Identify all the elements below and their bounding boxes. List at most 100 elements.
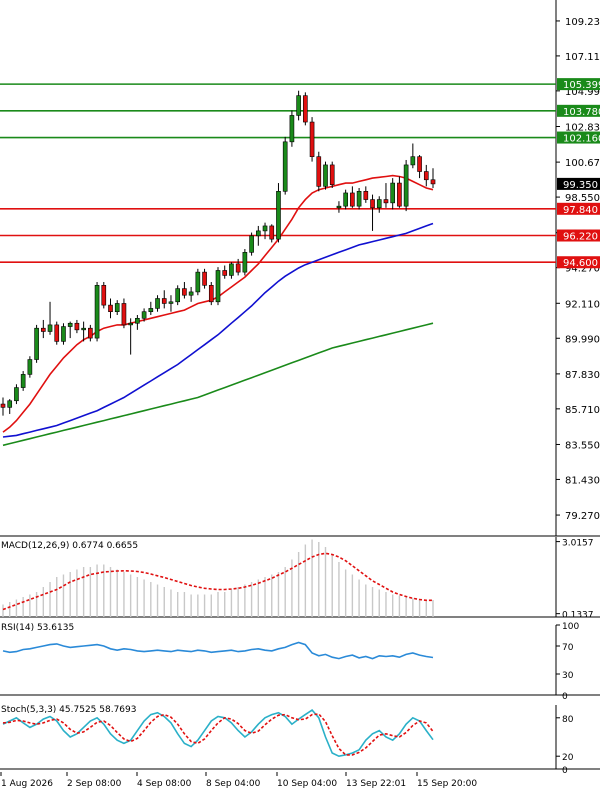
price-y-tick-label: 109.230 [565, 17, 600, 28]
candle-body [350, 192, 355, 207]
candle-body [430, 179, 436, 185]
level-label: 96.220 [563, 232, 598, 243]
price-y-tick-label: 94.270 [565, 264, 600, 275]
price-y-tick-label: 81.430 [565, 475, 600, 486]
candle-body [61, 326, 66, 342]
ma-green-line [2, 322, 434, 447]
candle-body [255, 230, 261, 237]
candle-body [208, 285, 214, 303]
candle-body [148, 308, 154, 313]
rsi-panel: RSI(14) 53.6135 100 70 30 0 [0, 622, 600, 702]
stoch-panel: Stoch(5,3,3) 45.7525 58.7693 80 20 0 [0, 705, 600, 776]
candle-body [242, 252, 248, 273]
x-tick-label: 8 Sep 04:00 [206, 779, 261, 789]
candle-body [356, 191, 362, 207]
x-tick-label: 15 Sep 20:00 [417, 779, 477, 789]
x-axis: 1 Aug 2026 2 Sep 08:00 4 Sep 08:00 8 Sep 04… [0, 772, 477, 789]
level-label: 103.780 [563, 107, 600, 118]
level-label-box [557, 131, 600, 144]
stoch-k-line [2, 709, 434, 758]
price-y-tick-label: 98.550 [565, 193, 600, 204]
candle-body [7, 400, 13, 408]
candle-body [269, 225, 275, 240]
x-tick-label: 13 Sep 22:01 [346, 779, 406, 789]
candle-body [329, 164, 335, 186]
candle-body [289, 115, 295, 143]
candle-body [47, 324, 53, 332]
candle-body [195, 271, 201, 293]
stoch-y-tick-label: 0 [562, 766, 568, 776]
candle-body [370, 199, 375, 209]
macd-panel: MACD(12,26,9) 0.6774 0.6655 3.0157 0.1337 [0, 537, 600, 621]
macd-y-tick-label: 3.0157 [562, 539, 594, 549]
price-y-tick-label: 89.990 [565, 334, 600, 345]
price-y-tick-label: 83.550 [565, 440, 600, 451]
price-y-tick-label: 79.270 [565, 511, 600, 522]
candle-body [108, 304, 113, 313]
rsi-y-tick-label: 70 [562, 643, 574, 653]
stoch-label: Stoch(5,3,3) 45.7525 58.7693 [1, 705, 136, 715]
candle-body [141, 311, 147, 319]
price-panel: 109.230 107.110 104.990 102.830 100.670 98.55… [0, 0, 600, 537]
ma-blue-line [2, 222, 434, 438]
rsi-y-tick-label: 100 [562, 622, 579, 632]
candle-body [363, 191, 369, 200]
stoch-d-line [2, 713, 434, 756]
candle-body [155, 298, 160, 309]
candle-body [403, 164, 409, 207]
macd-y-tick-label: 0.1337 [562, 611, 594, 621]
candle-body [188, 291, 194, 296]
candle-body [88, 327, 93, 339]
candle-body [222, 270, 228, 276]
rsi-y-tick-label: 30 [562, 671, 574, 681]
x-tick-label: 10 Sep 04:00 [277, 779, 337, 789]
candle-body [135, 318, 140, 324]
candle-body [229, 263, 234, 276]
candle-body [215, 270, 221, 303]
level-label: 94.600 [563, 258, 598, 269]
candle-body [40, 327, 46, 332]
current-price-box [557, 177, 600, 190]
candle-body [376, 199, 382, 209]
candle-body [336, 205, 342, 209]
candle-body [262, 225, 268, 232]
candle-body [303, 95, 308, 123]
rsi-line [2, 641, 434, 660]
candle-body [34, 327, 39, 360]
candle-body [94, 285, 100, 339]
level-label: 105.399 [563, 80, 600, 91]
candle-body [410, 156, 416, 166]
candle-body [182, 288, 187, 296]
candle-body [343, 192, 348, 207]
price-y-tick-label: 107.110 [565, 52, 600, 63]
price-y-tick-label: 92.110 [565, 299, 600, 310]
candle-body [128, 322, 133, 326]
candle-body [14, 387, 19, 402]
rsi-label: RSI(14) 53.6135 [1, 623, 74, 633]
x-tick-label: 4 Sep 08:00 [137, 779, 192, 789]
level-label: 97.840 [563, 205, 598, 216]
candle-body [114, 303, 120, 313]
candle-body [423, 171, 429, 181]
price-y-tick-label: 100.670 [565, 158, 600, 169]
candle-body [168, 301, 174, 304]
candle-body [276, 191, 281, 240]
price-y-tick-label: 104.990 [565, 87, 600, 98]
rsi-y-tick-label: 0 [562, 692, 568, 702]
candle-body [316, 156, 322, 187]
candle-body [390, 182, 396, 204]
candle-body [121, 303, 127, 326]
candle-body [27, 359, 33, 375]
price-y-tick-label: 102.830 [565, 122, 600, 133]
candle-body [0, 403, 6, 408]
candle-body [383, 199, 389, 204]
candle-body [54, 324, 60, 342]
candle-body [67, 322, 73, 327]
candle-body [249, 235, 254, 253]
candle-body [235, 263, 241, 273]
level-label: 102.160 [563, 134, 600, 145]
macd-signal-line [2, 552, 433, 611]
candle-body [309, 121, 315, 157]
